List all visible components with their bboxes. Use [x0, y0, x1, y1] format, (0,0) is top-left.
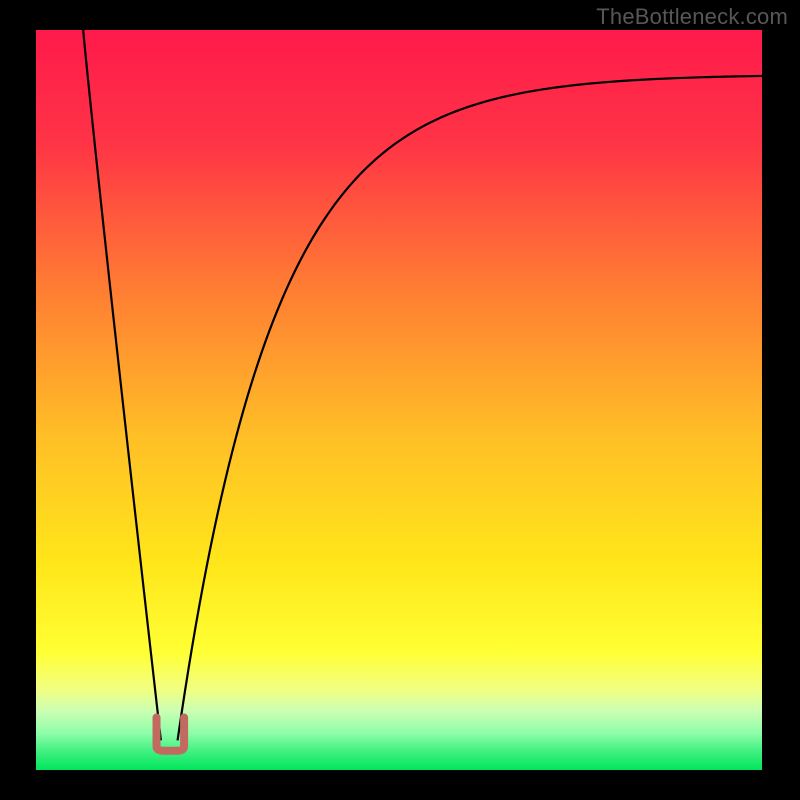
chart-container: TheBottleneck.com — [0, 0, 800, 800]
chart-svg — [0, 0, 800, 800]
watermark-text: TheBottleneck.com — [596, 4, 788, 30]
